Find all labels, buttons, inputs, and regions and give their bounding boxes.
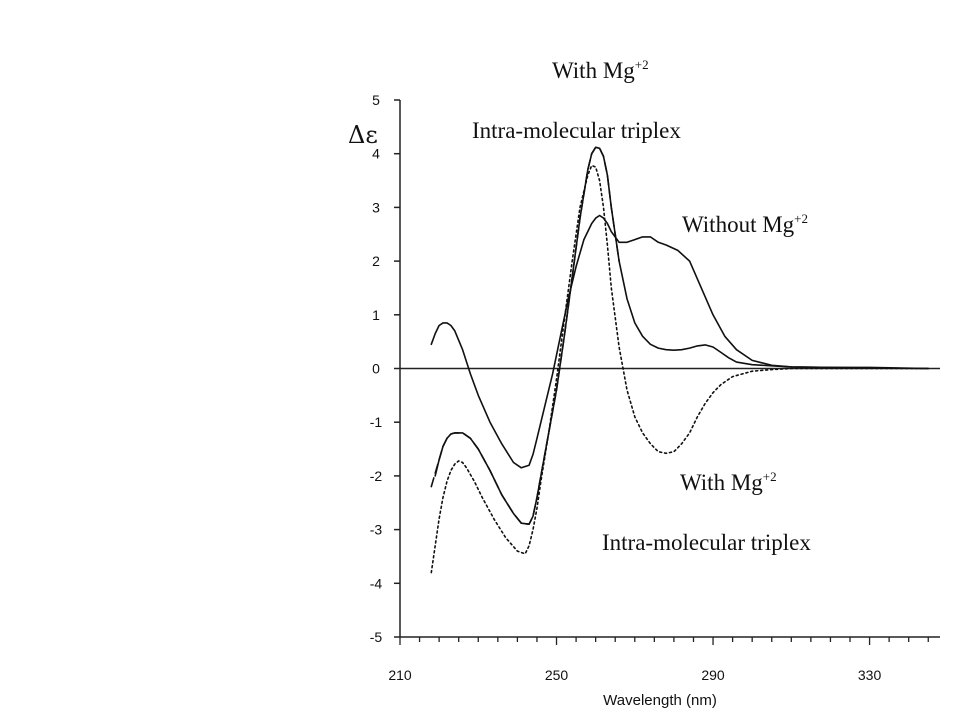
x-tick-label: 210 xyxy=(388,667,412,683)
annotation-with-mg-top: With Mg+2 xyxy=(552,57,649,83)
y-tick-label: 4 xyxy=(372,146,380,162)
y-tick-label: 5 xyxy=(372,92,380,108)
x-tick-label: 290 xyxy=(701,667,725,683)
y-tick-label: 3 xyxy=(372,199,380,215)
y-tick-label: -4 xyxy=(370,575,383,591)
annotation-with-mg-bottom: With Mg+2 xyxy=(680,469,777,495)
series-line-4-dotted xyxy=(430,164,930,574)
annotation-intramolecular-triplex-bottom: Intra-molecular triplex xyxy=(602,530,811,555)
x-tick-label: 250 xyxy=(545,667,569,683)
series-line-1-solid xyxy=(430,214,930,469)
y-tick-label: -5 xyxy=(370,629,383,645)
x-tick-label: 330 xyxy=(858,667,882,683)
annotation-intramolecular-triplex-top: Intra-molecular triplex xyxy=(472,118,681,143)
x-axis-label: Wavelength (nm) xyxy=(603,692,717,709)
annotation-without-mg: Without Mg+2 xyxy=(682,211,809,237)
y-tick-label: -2 xyxy=(370,468,383,484)
y-axis-label: Δε xyxy=(348,121,378,149)
y-tick-label: -3 xyxy=(370,522,383,538)
y-tick-label: 2 xyxy=(372,253,380,269)
y-tick-label: 0 xyxy=(372,361,380,377)
series-line-3-dashed xyxy=(430,146,620,525)
y-tick-label: -1 xyxy=(370,414,383,430)
series-line-2-solid xyxy=(434,146,930,525)
y-tick-label: 1 xyxy=(372,307,380,323)
